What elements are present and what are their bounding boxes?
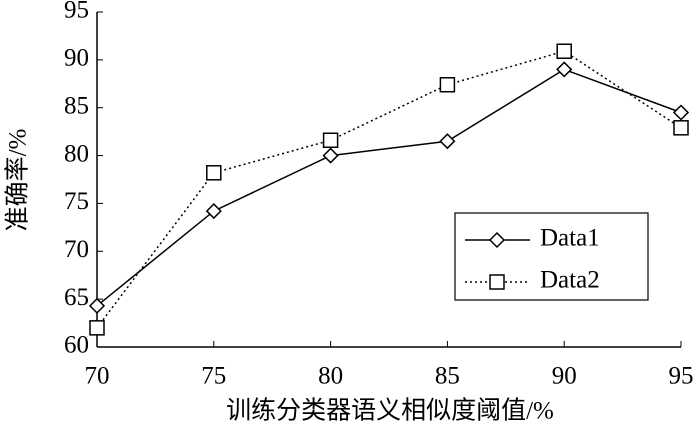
marker — [439, 133, 456, 150]
legend-label: Data1 — [540, 225, 600, 252]
y-tick-label: 70 — [64, 236, 89, 263]
y-tick-label: 95 — [64, 0, 89, 24]
legend-marker — [488, 231, 506, 249]
legend-label: Data2 — [540, 267, 600, 294]
y-tick-label: 60 — [64, 332, 89, 359]
marker — [205, 203, 222, 220]
marker — [672, 104, 690, 121]
x-tick-label: 85 — [435, 363, 460, 390]
x-tick-label: 95 — [669, 363, 694, 390]
x-axis-label: 训练分类器语义相似度阈值/% — [226, 397, 554, 425]
marker — [322, 132, 339, 149]
legend-marker — [489, 274, 505, 290]
y-tick-label: 80 — [64, 140, 89, 167]
legend — [454, 212, 649, 301]
y-tick-label: 75 — [64, 188, 89, 215]
marker — [206, 165, 222, 181]
series-line — [96, 68, 682, 307]
x-tick-label: 75 — [201, 363, 226, 390]
marker — [89, 320, 105, 336]
x-tick-label: 70 — [85, 363, 110, 390]
series-line — [96, 50, 682, 329]
x-tick-label: 90 — [552, 363, 577, 390]
y-axis-label: 准确率/% — [4, 129, 32, 232]
x-tick-label: 80 — [318, 363, 343, 390]
marker — [439, 76, 456, 93]
marker — [556, 43, 572, 59]
marker — [322, 147, 339, 164]
marker — [556, 61, 573, 78]
y-tick-label: 85 — [64, 92, 89, 119]
y-tick-label: 65 — [64, 284, 89, 311]
marker — [88, 297, 106, 314]
y-tick-label: 90 — [64, 45, 89, 72]
marker — [673, 120, 689, 136]
